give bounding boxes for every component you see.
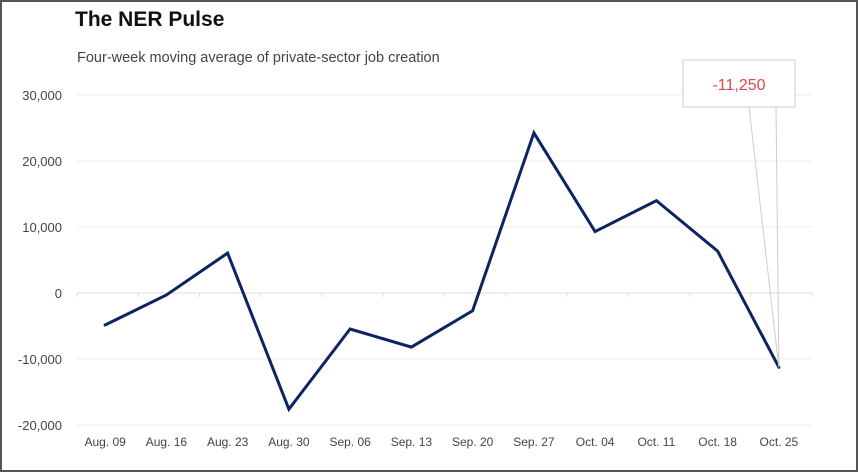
series-layer xyxy=(103,129,781,413)
x-tick-label: Oct. 18 xyxy=(698,435,737,449)
y-tick-label: 0 xyxy=(55,286,62,301)
chart-title: The NER Pulse xyxy=(75,8,225,31)
callout-box xyxy=(682,59,796,108)
x-tick-label: Sep. 06 xyxy=(329,435,371,449)
x-tick-label: Sep. 20 xyxy=(452,435,494,449)
x-tick-label: Aug. 30 xyxy=(268,435,310,449)
y-tick-label: -10,000 xyxy=(18,352,62,367)
x-tick-label: Oct. 04 xyxy=(576,435,615,449)
callout-pointer xyxy=(748,106,780,368)
x-tick-label: Aug. 16 xyxy=(146,435,188,449)
y-tick-label: 20,000 xyxy=(22,154,62,169)
y-tick-label: -20,000 xyxy=(18,418,62,433)
chart-subtitle: Four-week moving average of private-sect… xyxy=(77,50,440,66)
y-tick-label: 30,000 xyxy=(22,88,62,103)
y-tick-label: 10,000 xyxy=(22,220,62,235)
x-tick-label: Oct. 25 xyxy=(760,435,799,449)
gridlines xyxy=(76,94,813,426)
x-tick-label: Oct. 11 xyxy=(637,435,675,449)
callout-label: -11,250 xyxy=(712,77,765,94)
x-tick-label: Aug. 23 xyxy=(207,435,249,449)
x-axis: Aug. 09 Aug. 16 Aug. 23 Aug. 30 Sep. 06 Sep. … xyxy=(84,435,798,449)
value-callout: -11,250 xyxy=(682,59,796,368)
y-axis: 30,000 20,000 10,000 0 -10,000 -20,000 xyxy=(18,88,62,433)
x-tick-label: Sep. 27 xyxy=(513,435,555,449)
x-tick-label: Aug. 09 xyxy=(84,435,126,449)
x-tick-label: Sep. 13 xyxy=(391,435,433,449)
series-line xyxy=(103,129,781,413)
